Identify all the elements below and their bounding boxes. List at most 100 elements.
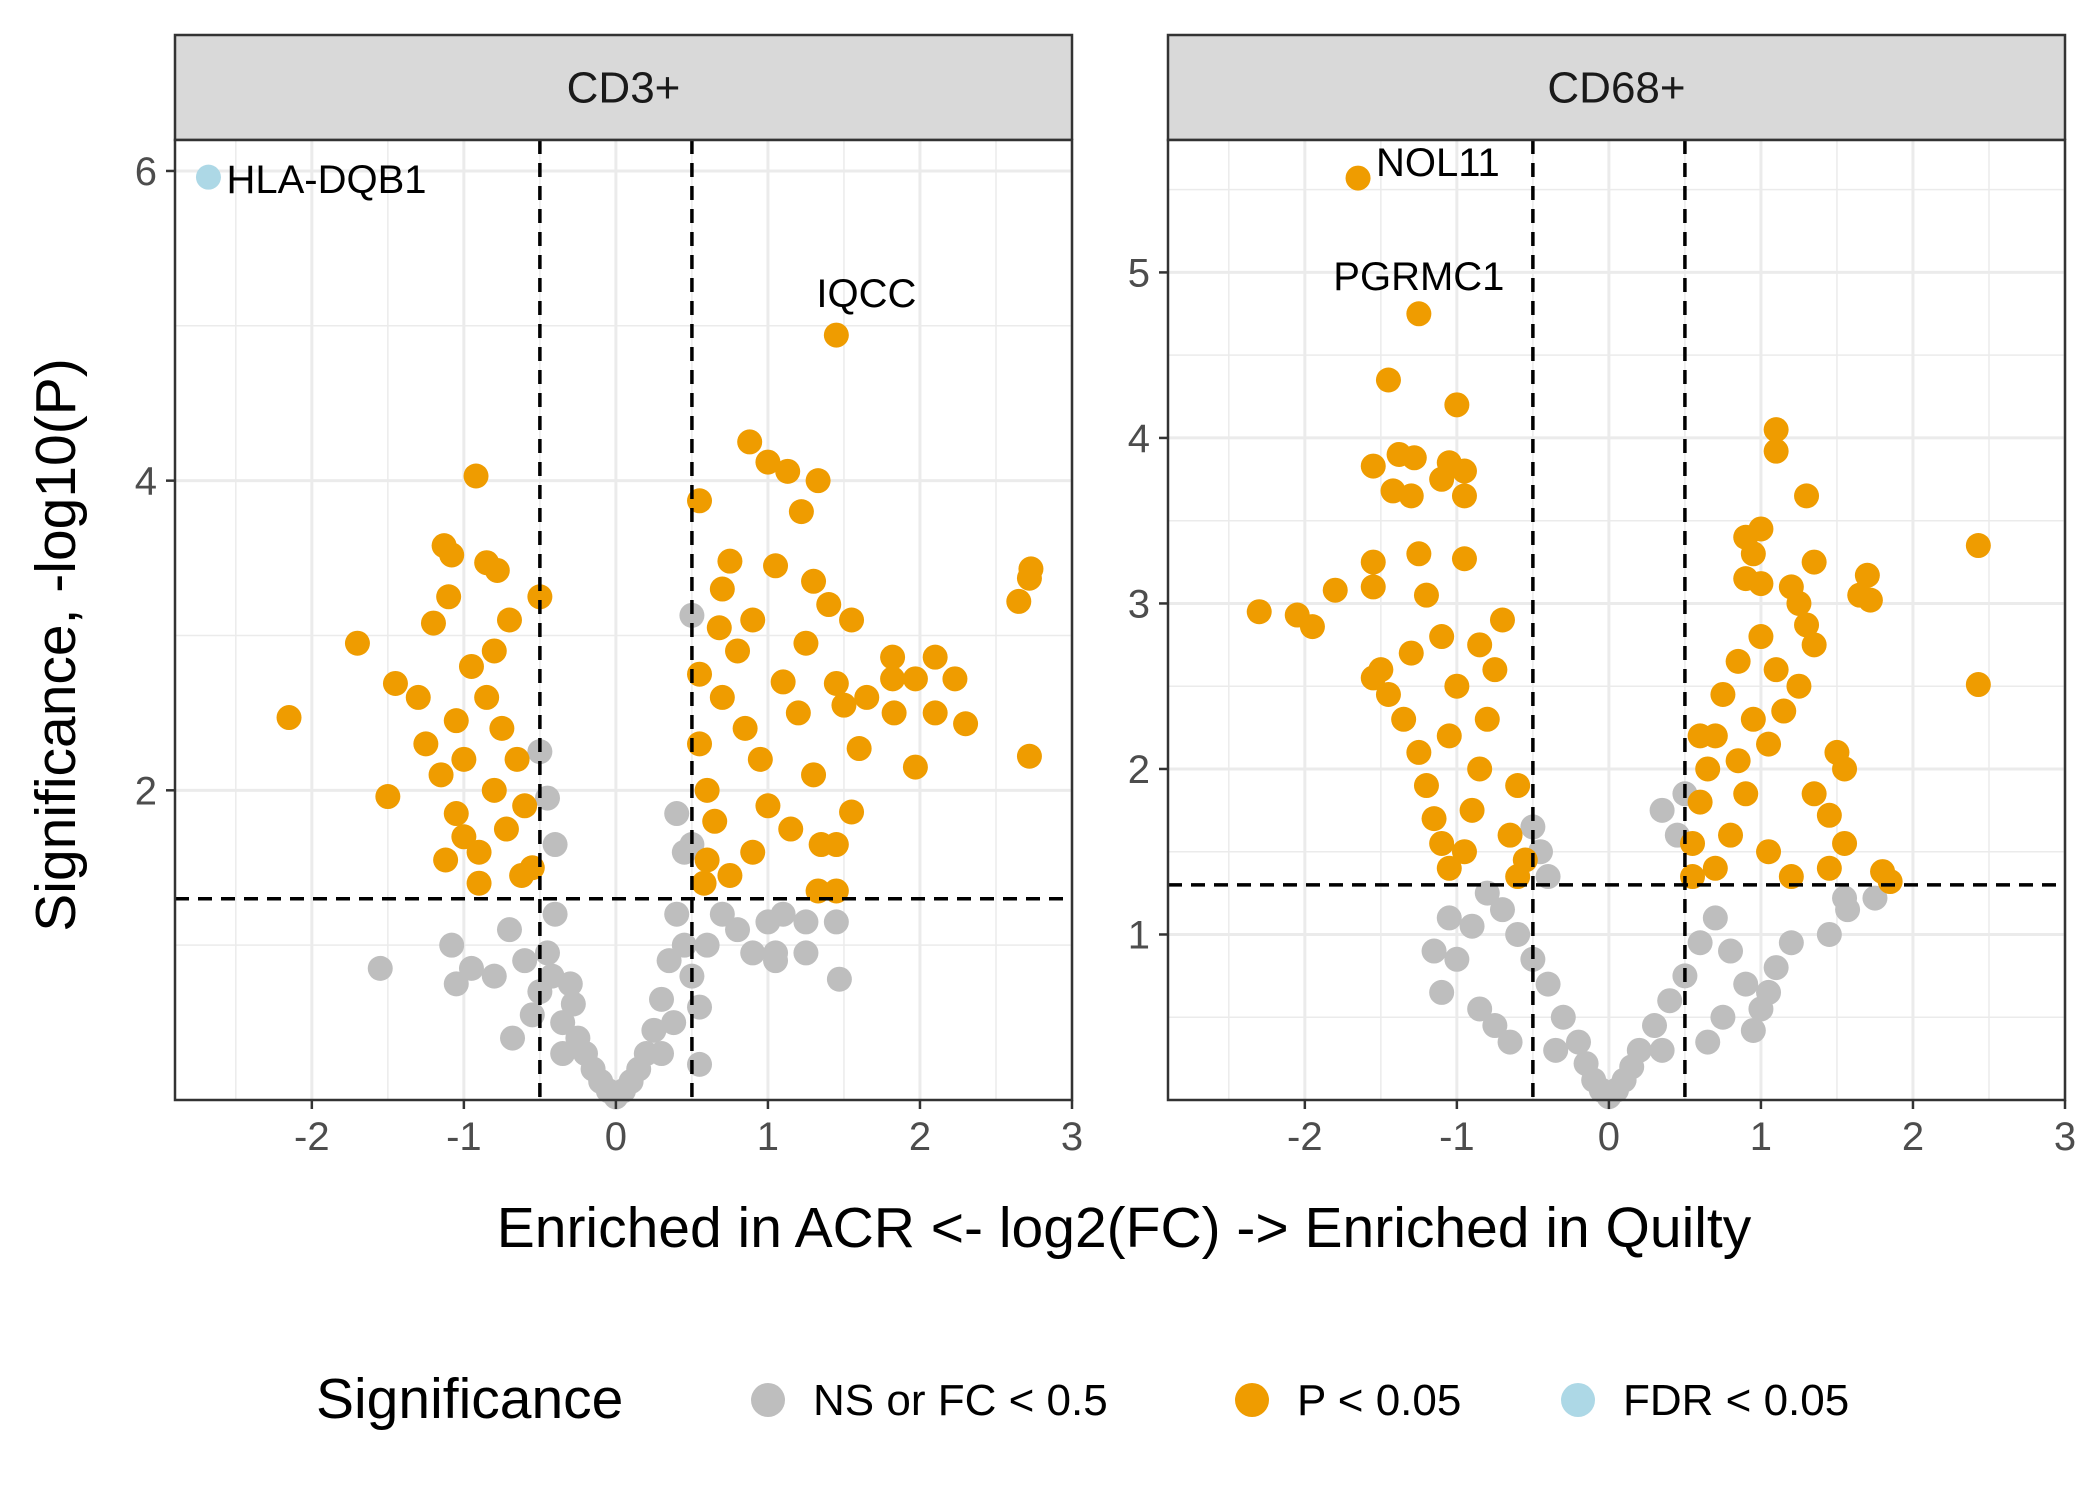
data-point bbox=[1543, 1037, 1569, 1063]
data-point bbox=[1756, 839, 1782, 865]
data-point bbox=[1649, 1037, 1675, 1063]
data-point bbox=[763, 553, 789, 579]
data-point bbox=[775, 458, 801, 484]
data-point bbox=[542, 901, 568, 927]
data-point bbox=[740, 940, 766, 966]
data-point bbox=[1451, 546, 1477, 572]
data-point bbox=[778, 816, 804, 842]
data-point bbox=[1451, 839, 1477, 865]
data-point bbox=[1695, 756, 1721, 782]
strip-box bbox=[173, 33, 1074, 142]
data-point bbox=[881, 700, 907, 726]
x-tick-label: 2 bbox=[909, 1115, 931, 1159]
data-point bbox=[1406, 541, 1432, 567]
data-point bbox=[1482, 1013, 1508, 1039]
data-point bbox=[649, 1041, 675, 1067]
data-point bbox=[1467, 632, 1493, 658]
data-point bbox=[1482, 657, 1508, 683]
x-tick-label: -2 bbox=[1287, 1115, 1323, 1159]
data-point bbox=[496, 607, 522, 633]
data-point bbox=[1778, 864, 1804, 890]
data-point bbox=[1550, 1004, 1576, 1030]
legend-label: P < 0.05 bbox=[1297, 1376, 1461, 1425]
data-point bbox=[694, 847, 720, 873]
data-point bbox=[846, 736, 872, 762]
data-point bbox=[1360, 665, 1386, 691]
x-tick-label: -2 bbox=[294, 1115, 330, 1159]
data-point bbox=[443, 971, 469, 997]
plot-background bbox=[175, 140, 1072, 1100]
data-point bbox=[661, 1010, 687, 1036]
data-point bbox=[880, 666, 906, 692]
x-tick-label: 1 bbox=[757, 1115, 779, 1159]
gene-label: HLA-DQB1 bbox=[226, 158, 426, 202]
data-point bbox=[560, 991, 586, 1017]
data-point bbox=[1832, 756, 1858, 782]
data-point bbox=[1801, 632, 1827, 658]
data-point bbox=[539, 963, 565, 989]
data-point bbox=[1740, 1017, 1766, 1043]
data-point bbox=[770, 901, 796, 927]
data-point bbox=[1006, 588, 1032, 614]
data-point bbox=[1854, 562, 1880, 588]
data-point bbox=[1725, 648, 1751, 674]
data-point bbox=[1505, 864, 1531, 890]
data-point bbox=[664, 901, 690, 927]
data-point bbox=[413, 731, 439, 757]
data-point bbox=[793, 909, 819, 935]
data-point bbox=[382, 670, 408, 696]
data-point bbox=[439, 932, 465, 958]
data-point bbox=[1733, 971, 1759, 997]
data-point bbox=[1748, 571, 1774, 597]
data-point bbox=[1965, 533, 1991, 559]
data-point bbox=[1467, 756, 1493, 782]
data-point bbox=[1451, 483, 1477, 509]
data-point bbox=[1436, 855, 1462, 881]
data-point bbox=[1816, 802, 1842, 828]
data-point bbox=[1687, 789, 1713, 815]
data-point bbox=[1832, 830, 1858, 856]
data-point bbox=[1505, 773, 1531, 799]
strip-label: CD3+ bbox=[567, 64, 681, 113]
data-point bbox=[740, 607, 766, 633]
data-point bbox=[1489, 897, 1515, 923]
data-point bbox=[801, 568, 827, 594]
data-point bbox=[1740, 541, 1766, 567]
data-point bbox=[500, 1025, 526, 1051]
data-point bbox=[880, 644, 906, 670]
data-point bbox=[747, 746, 773, 772]
data-point bbox=[436, 584, 462, 610]
data-point bbox=[1444, 392, 1470, 418]
data-point bbox=[1436, 723, 1462, 749]
y-tick-label: 2 bbox=[1128, 748, 1150, 792]
data-point bbox=[1763, 955, 1789, 981]
x-axis-title: Enriched in ACR <- log2(FC) -> Enriched … bbox=[497, 1196, 1752, 1260]
data-point bbox=[481, 963, 507, 989]
data-point bbox=[1391, 706, 1417, 732]
data-point bbox=[1756, 731, 1782, 757]
data-point bbox=[1649, 797, 1675, 823]
data-point bbox=[725, 917, 751, 943]
data-point bbox=[816, 592, 842, 618]
data-point bbox=[1520, 814, 1546, 840]
data-point bbox=[1695, 1029, 1721, 1055]
data-point bbox=[1786, 590, 1812, 616]
data-point bbox=[737, 429, 763, 455]
data-point bbox=[1642, 1013, 1668, 1039]
data-point bbox=[1444, 673, 1470, 699]
data-point bbox=[854, 684, 880, 710]
data-point bbox=[717, 862, 743, 888]
data-point bbox=[474, 684, 500, 710]
data-point bbox=[1444, 946, 1470, 972]
data-point bbox=[439, 542, 465, 568]
data-point bbox=[1771, 698, 1797, 724]
data-point bbox=[788, 499, 814, 525]
data-point bbox=[694, 932, 720, 958]
data-point bbox=[679, 832, 705, 858]
data-point bbox=[732, 715, 758, 741]
plot-border bbox=[173, 138, 1074, 1102]
data-point bbox=[1497, 822, 1523, 848]
data-point bbox=[1429, 624, 1455, 650]
panel-cd68: CD68+ -2 -1 0 1 2 3 1 2 3 4 5 NOL11 PGRMC1 bbox=[1128, 33, 2076, 1159]
